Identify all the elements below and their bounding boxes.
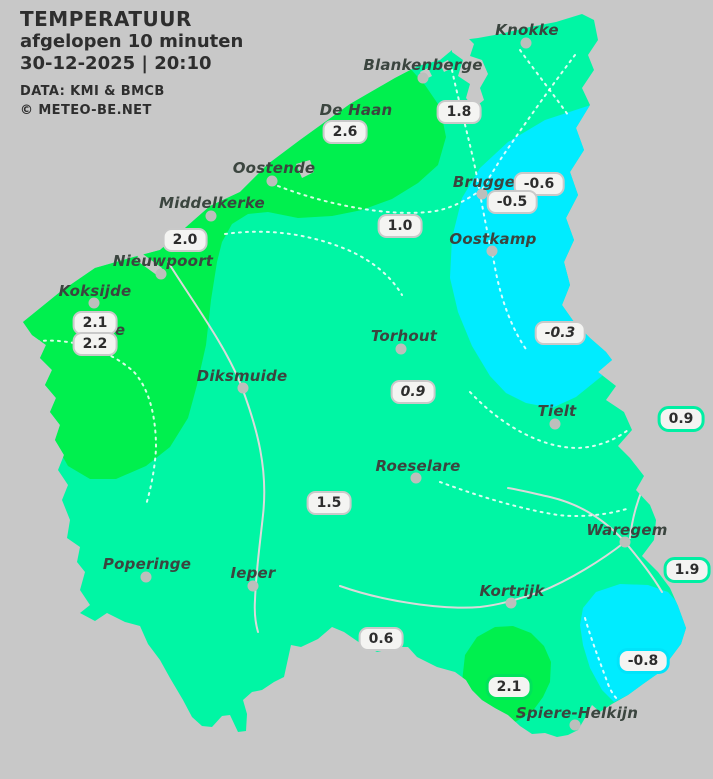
city-dot: [205, 210, 217, 222]
city-label: Poperinge: [102, 555, 192, 573]
boundary-knokke-south: [519, 49, 569, 116]
header-datetime: 30-12-2025 | 20:10: [20, 52, 212, 74]
city-dot: [140, 571, 152, 583]
header-copyright: © METEO-BE.NET: [20, 103, 152, 119]
boundary-oostende-brugge: [277, 185, 479, 214]
temperature-value-box: -0.8: [616, 648, 670, 674]
city-label: Spiere-Helkijn: [515, 704, 639, 722]
city-dot: [417, 72, 429, 84]
city-dot: [505, 597, 517, 609]
temperature-value-box: 2.1: [72, 311, 118, 335]
temperature-value-box: 1.9: [663, 557, 711, 583]
temperature-band-cyan-southeast: [580, 584, 686, 702]
city-label: Diksmuide: [196, 367, 288, 385]
header-data-source: DATA: KMI & BMCB: [20, 83, 165, 99]
temperature-band-green-coast: [23, 66, 446, 479]
temperature-value-box: 0.6: [358, 627, 404, 651]
city-dot: [247, 580, 259, 592]
city-label: Blankenberge: [363, 56, 483, 74]
city-dot: [476, 188, 488, 200]
road-ijzer-ieper: [167, 261, 266, 633]
city-label: Torhout: [370, 327, 438, 345]
city-dot: [266, 175, 278, 187]
temperature-value-box: -0.6: [513, 172, 565, 196]
temperature-value-box: 0.9: [390, 380, 436, 404]
temperature-value-box: 1.8: [436, 100, 482, 124]
temperature-value-box: 2.2: [72, 332, 118, 356]
city-label: De Haan: [319, 101, 393, 119]
road-waregem-northwest: [507, 487, 626, 543]
city-label: Kortrijk: [479, 582, 545, 600]
temperature-value-box: 0.9: [657, 406, 705, 432]
temperature-value-box: -0.3: [534, 321, 586, 345]
road-waregem-southeast: [624, 541, 663, 593]
temperature-value-box: 2.1: [485, 674, 533, 700]
city-label: Ieper: [230, 564, 276, 582]
city-dot: [520, 37, 532, 49]
city-dot: [88, 297, 100, 309]
city-label: Middelkerke: [159, 194, 265, 212]
oostende-harbor-shape: [296, 160, 314, 178]
city-dot: [155, 268, 167, 280]
city-label: Koksijde: [58, 282, 132, 300]
boundary-nieuwpoort-torhout: [224, 230, 403, 296]
city-label: Tielt: [537, 402, 577, 420]
city-label: Oostkamp: [449, 230, 537, 248]
boundary-kortrijk-spiere: [584, 617, 619, 701]
city-label: Oostende: [232, 159, 316, 177]
city-label: Brugge: [452, 173, 516, 191]
header-subtitle: afgelopen 10 minuten: [20, 31, 244, 52]
boundary-knokke-brugge: [480, 54, 576, 193]
header: TEMPERATUUR afgelopen 10 minuten 30-12-2…: [20, 8, 243, 121]
city-dot: [549, 418, 561, 430]
city-label: Knokke: [495, 21, 559, 39]
city-label: Nieuwpoort: [112, 252, 214, 270]
temperature-value-box: 1.0: [377, 214, 423, 238]
city-dot: [486, 245, 498, 257]
temperature-value-box: -0.5: [486, 190, 538, 214]
page-title: TEMPERATUUR: [20, 7, 192, 31]
city-label: Waregem: [586, 521, 668, 539]
city-label: Roeselare: [375, 457, 461, 475]
city-dot: [410, 472, 422, 484]
zeebrugge-harbor-island: [440, 60, 452, 72]
city-dot: [619, 536, 631, 548]
city-dot: [395, 343, 407, 355]
temperature-value-box: 2.0: [162, 228, 208, 252]
temperature-value-box: 1.5: [306, 491, 352, 515]
city-label: e: [114, 321, 126, 339]
road-kortrijk-waregem: [339, 541, 626, 609]
zeebrugge-harbor-shape: [452, 36, 488, 108]
city-dot: [237, 382, 249, 394]
temperature-value-box: 2.6: [322, 120, 368, 144]
city-dot: [569, 719, 581, 731]
